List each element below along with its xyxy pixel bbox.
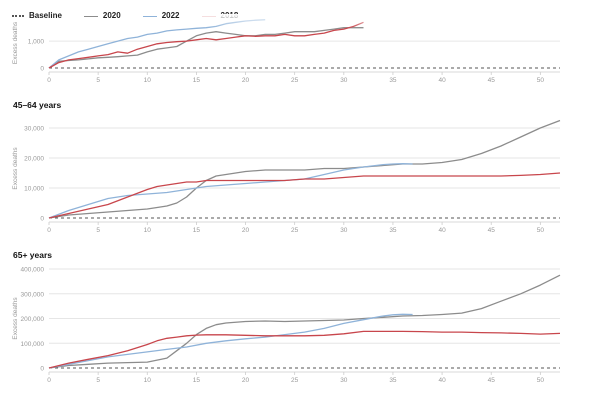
legend-label-baseline: Baseline [29, 11, 62, 20]
x-tick-label-0-9: 45 [488, 77, 496, 84]
x-tick-label-0-2: 10 [144, 77, 152, 84]
x-tick-label-0-7: 35 [389, 77, 397, 84]
x-tick-label-1-1: 5 [96, 227, 100, 234]
y-tick-label-1-3: 30,000 [24, 126, 44, 133]
legend-label-2020: 2020 [102, 11, 121, 20]
chart-panel-2: 0 100,000 200,000 300,000 400,000 0 5 10 15 20 25 3… [12, 267, 561, 384]
x-tick-label-0-6: 30 [340, 77, 348, 84]
x-tick-label-2-8: 40 [438, 377, 446, 384]
series-line-1-2020 [48, 119, 561, 219]
x-tick-label-2-1: 5 [96, 377, 100, 384]
series-group-1 [48, 119, 561, 219]
x-tick-label-0-8: 40 [438, 77, 446, 84]
chart-panel-0: 0 1,000 0 5 10 15 20 25 30 35 40 45 50 Excess deaths [12, 19, 560, 84]
y-tick-label-2-4: 400,000 [21, 267, 45, 274]
series-line-2-2020 [48, 274, 561, 369]
legend-item-baseline[interactable]: Baseline [12, 11, 62, 21]
series-line-0-2018 [48, 21, 364, 69]
x-tick-label-2-6: 30 [340, 377, 348, 384]
chart-panel-1: 0 10,000 20,000 30,000 0 5 10 15 20 25 30 35 40 45 50 E… [12, 119, 561, 234]
y-tick-label-1-2: 20,000 [24, 156, 44, 163]
x-tick-label-0-10: 50 [537, 77, 545, 84]
y-tick-label-0-1: 1,000 [28, 39, 45, 46]
x-tick-label-1-8: 40 [438, 227, 446, 234]
legend-swatch-2022 [142, 15, 157, 17]
fade-overlay [200, 14, 370, 28]
legend-item-2020[interactable]: 2020 [83, 11, 121, 21]
series-line-1-2022 [48, 163, 413, 219]
legend-label-2022: 2022 [161, 11, 180, 20]
legend-swatch-baseline [12, 15, 24, 17]
y-tick-label-1-1: 10,000 [24, 186, 44, 193]
x-tick-label-1-7: 35 [389, 227, 397, 234]
x-tick-label-2-3: 15 [193, 377, 201, 384]
series-group-2 [48, 274, 561, 369]
x-tick-label-2-7: 35 [389, 377, 397, 384]
chart-title-65-plus: 65+ years [13, 250, 52, 260]
legend-item-2022[interactable]: 2022 [142, 11, 180, 21]
x-tick-label-0-3: 15 [193, 77, 201, 84]
x-tick-label-0-4: 20 [242, 77, 250, 84]
y-tick-label-2-2: 200,000 [21, 316, 45, 323]
series-line-2-2022 [48, 313, 413, 369]
y-tick-label-2-0: 0 [40, 366, 44, 373]
x-tick-label-2-9: 45 [488, 377, 496, 384]
x-tick-label-1-4: 20 [242, 227, 250, 234]
y-tick-label-1-0: 0 [40, 216, 44, 223]
x-tick-label-1-0: 0 [47, 227, 51, 234]
x-tick-label-0-5: 25 [291, 77, 299, 84]
y-tick-label-2-3: 300,000 [21, 291, 45, 298]
x-tick-label-1-3: 15 [193, 227, 201, 234]
x-tick-label-1-10: 50 [537, 227, 545, 234]
x-tick-label-1-2: 10 [144, 227, 152, 234]
x-tick-label-2-10: 50 [537, 377, 545, 384]
chart-title-45-64: 45–64 years [13, 100, 62, 110]
y-tick-label-0-0: 0 [40, 66, 44, 73]
y-tick-label-2-1: 100,000 [21, 341, 45, 348]
series-line-1-2018 [48, 172, 561, 219]
x-tick-label-1-6: 30 [340, 227, 348, 234]
x-tick-label-1-5: 25 [291, 227, 299, 234]
series-line-2-2018 [48, 330, 561, 369]
x-tick-label-0-1: 5 [96, 77, 100, 84]
y-axis-label-0: Excess deaths [12, 21, 19, 64]
x-tick-label-2-4: 20 [242, 377, 250, 384]
y-axis-label-2: Excess deaths [12, 297, 19, 340]
x-tick-label-0-0: 0 [47, 77, 51, 84]
x-tick-label-2-5: 25 [291, 377, 299, 384]
x-tick-label-2-0: 0 [47, 377, 51, 384]
x-tick-label-1-9: 45 [488, 227, 496, 234]
series-group-0 [48, 19, 560, 69]
x-tick-label-2-2: 10 [144, 377, 152, 384]
series-line-0-2020 [48, 27, 364, 69]
legend-swatch-2020 [83, 15, 98, 17]
y-axis-label-1: Excess deaths [12, 147, 19, 190]
